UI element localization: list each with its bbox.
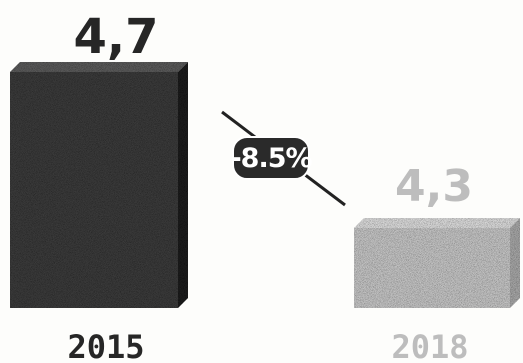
value-label-2015: 4,7 — [73, 9, 158, 65]
bar-2015 — [10, 62, 188, 308]
bar-2015-top-face — [10, 62, 188, 72]
bar-2015-front-face — [10, 72, 178, 308]
bar-2018 — [354, 218, 520, 308]
change-badge: -8.5% — [230, 136, 313, 180]
bar-2018-front-face — [354, 228, 510, 308]
change-label: -8.5% — [230, 143, 312, 174]
category-label-2015: 2015 — [67, 328, 144, 363]
bar-2015-side-face — [178, 62, 188, 308]
bar-2018-top-face — [354, 218, 520, 228]
category-label-2018: 2018 — [391, 328, 468, 363]
bar-2018-side-face — [510, 218, 520, 308]
value-label-2018: 4,3 — [395, 161, 473, 212]
